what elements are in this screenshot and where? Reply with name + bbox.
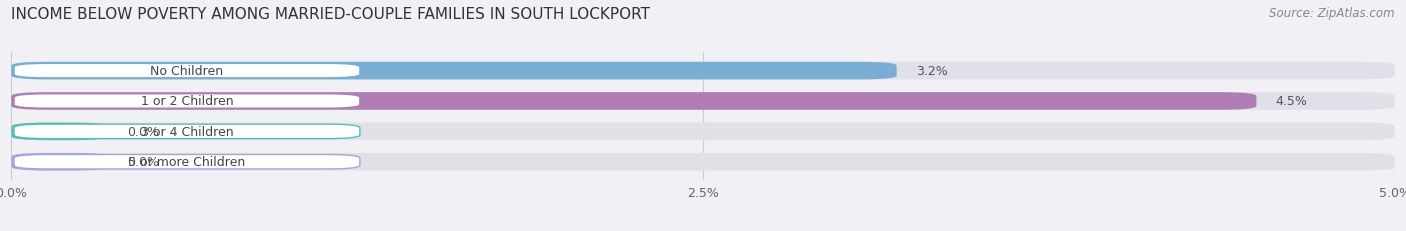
FancyBboxPatch shape (11, 153, 1395, 171)
FancyBboxPatch shape (11, 63, 1395, 80)
FancyBboxPatch shape (14, 125, 360, 139)
FancyBboxPatch shape (14, 64, 360, 79)
FancyBboxPatch shape (14, 94, 360, 109)
FancyBboxPatch shape (11, 63, 897, 80)
Text: 1 or 2 Children: 1 or 2 Children (141, 95, 233, 108)
Text: 0.0%: 0.0% (128, 155, 159, 168)
FancyBboxPatch shape (11, 93, 1257, 110)
Text: 3 or 4 Children: 3 or 4 Children (141, 125, 233, 138)
FancyBboxPatch shape (11, 123, 108, 140)
FancyBboxPatch shape (11, 93, 1395, 110)
Text: Source: ZipAtlas.com: Source: ZipAtlas.com (1270, 7, 1395, 20)
FancyBboxPatch shape (11, 153, 108, 171)
Text: No Children: No Children (150, 65, 224, 78)
Text: 3.2%: 3.2% (917, 65, 948, 78)
Text: 4.5%: 4.5% (1275, 95, 1308, 108)
Text: 0.0%: 0.0% (128, 125, 159, 138)
Text: INCOME BELOW POVERTY AMONG MARRIED-COUPLE FAMILIES IN SOUTH LOCKPORT: INCOME BELOW POVERTY AMONG MARRIED-COUPL… (11, 7, 650, 22)
FancyBboxPatch shape (11, 123, 1395, 140)
FancyBboxPatch shape (14, 155, 360, 169)
Text: 5 or more Children: 5 or more Children (128, 155, 246, 168)
